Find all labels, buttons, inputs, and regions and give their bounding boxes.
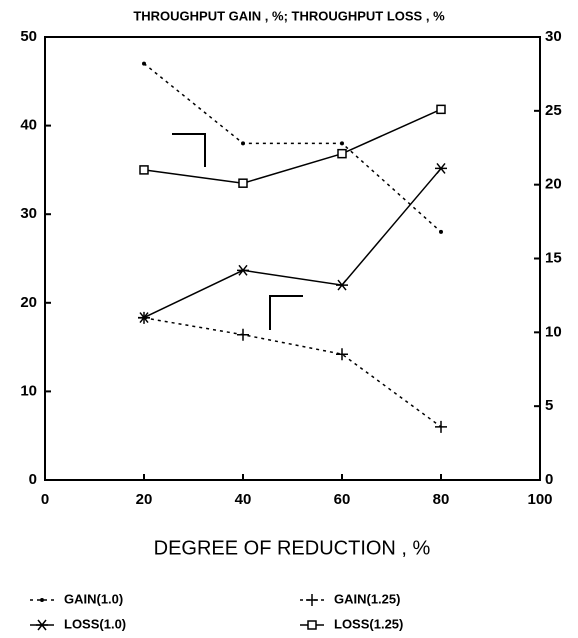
legend-marker bbox=[40, 598, 44, 602]
x-tick-label: 20 bbox=[136, 491, 153, 508]
legend-marker bbox=[36, 619, 48, 631]
legend-marker bbox=[306, 594, 318, 606]
annotation-bracket bbox=[172, 133, 206, 167]
y2-tick-label: 20 bbox=[545, 176, 562, 193]
x-tick-label: 80 bbox=[433, 491, 450, 508]
y2-tick-label: 30 bbox=[545, 28, 562, 45]
series-line bbox=[143, 167, 442, 319]
x-tick-label: 60 bbox=[334, 491, 351, 508]
legend-label: GAIN(1.0) bbox=[64, 591, 123, 606]
series-line bbox=[143, 62, 442, 233]
x-tick-label: 0 bbox=[41, 491, 49, 508]
marker bbox=[340, 141, 344, 146]
plot-frame bbox=[44, 36, 541, 481]
y2-tick-label: 15 bbox=[545, 249, 562, 266]
legend-marker bbox=[307, 620, 317, 630]
x-tick-label: 40 bbox=[235, 491, 252, 508]
y2-tick-label: 5 bbox=[545, 397, 553, 414]
y2-tick-label: 0 bbox=[545, 471, 553, 488]
y2-tick-label: 25 bbox=[545, 102, 562, 119]
marker bbox=[336, 348, 348, 361]
y-tick-label: 30 bbox=[20, 205, 37, 222]
y-tick-label: 50 bbox=[20, 28, 37, 45]
y-tick-label: 20 bbox=[20, 294, 37, 311]
y-tick-label: 40 bbox=[20, 117, 37, 134]
marker bbox=[238, 178, 248, 188]
marker bbox=[435, 162, 447, 174]
annotation-bracket bbox=[269, 295, 303, 330]
series-line bbox=[143, 108, 442, 184]
marker bbox=[142, 61, 146, 66]
marker bbox=[436, 104, 446, 115]
marker bbox=[237, 328, 249, 341]
y-tick-label: 0 bbox=[29, 471, 37, 488]
marker bbox=[337, 148, 347, 159]
series-line bbox=[143, 317, 442, 428]
x-axis-label: DEGREE OF REDUCTION , % bbox=[154, 537, 431, 559]
marker bbox=[435, 420, 447, 433]
marker bbox=[439, 229, 443, 234]
legend-label: LOSS(1.0) bbox=[64, 616, 126, 631]
marker bbox=[139, 165, 149, 175]
marker bbox=[237, 264, 249, 276]
legend-label: GAIN(1.25) bbox=[334, 591, 400, 606]
y2-tick-label: 10 bbox=[545, 323, 562, 340]
marker bbox=[138, 312, 150, 324]
x-tick-label: 100 bbox=[527, 491, 552, 508]
legend-label: LOSS(1.25) bbox=[334, 616, 403, 631]
chart-title: THROUGHPUT GAIN , %; THROUGHPUT LOSS , % bbox=[133, 8, 445, 23]
marker bbox=[336, 279, 348, 291]
y-tick-label: 10 bbox=[20, 382, 37, 399]
marker bbox=[241, 141, 245, 146]
